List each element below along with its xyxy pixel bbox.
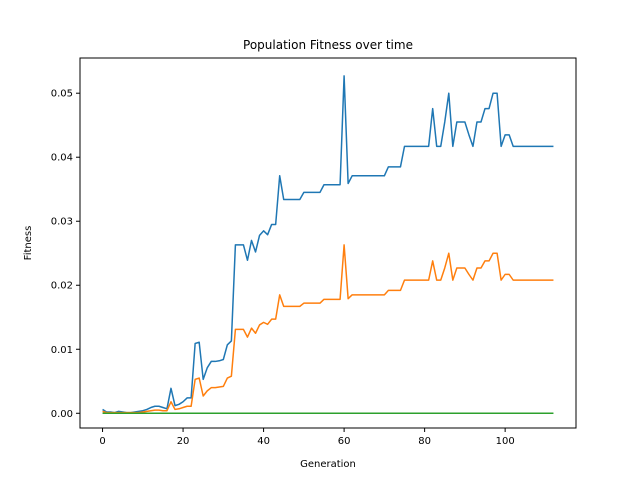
x-tick-label: 80 <box>418 436 431 447</box>
chart-title: Population Fitness over time <box>243 38 413 52</box>
y-tick-label: 0.05 <box>51 89 73 100</box>
x-axis-label: Generation <box>300 459 356 470</box>
plot-frame <box>79 57 577 429</box>
y-tick-label: 0.00 <box>51 409 73 420</box>
x-tick-label: 20 <box>177 436 190 447</box>
y-tick-label: 0.04 <box>51 153 73 164</box>
ticks-layer: 0 20 40 60 80 100 0.00 0.01 0.02 0.03 0.04 0.05 <box>51 89 515 447</box>
x-tick-label: 0 <box>99 436 105 447</box>
plot-area <box>80 58 576 428</box>
y-tick-label: 0.03 <box>51 217 73 228</box>
y-axis-label: Fitness <box>23 226 34 261</box>
x-tick-label: 40 <box>257 436 270 447</box>
series-line-2 <box>102 244 554 414</box>
x-tick-label: 60 <box>338 436 351 447</box>
series-layer <box>102 75 554 415</box>
y-tick-label: 0.01 <box>51 345 73 356</box>
x-tick-label: 100 <box>496 436 515 447</box>
y-tick-label: 0.02 <box>51 281 73 292</box>
series-line-1 <box>102 75 554 414</box>
